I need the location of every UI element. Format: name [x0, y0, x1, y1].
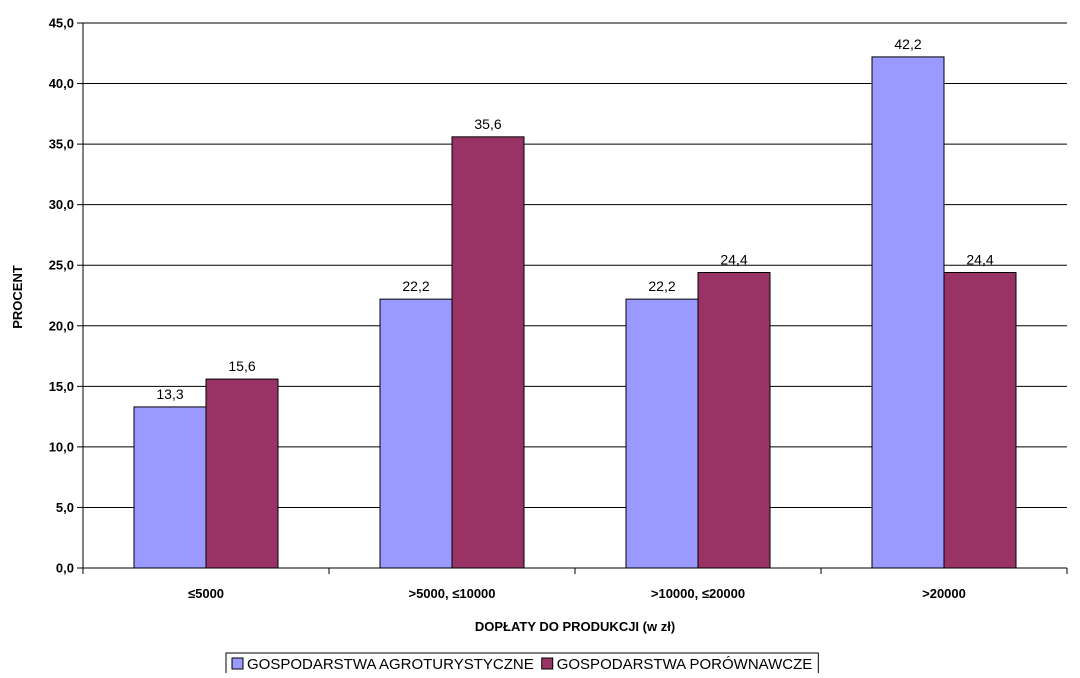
- y-tick-label: 20,0: [49, 318, 74, 333]
- y-tick-label: 10,0: [49, 439, 74, 454]
- bar: [205, 378, 279, 569]
- y-tick-label: 30,0: [49, 197, 74, 212]
- y-tick-label: 35,0: [49, 137, 74, 152]
- x-axis-title: DOPŁATY DO PRODUKCJI (w zł): [475, 619, 675, 634]
- y-tick-label: 25,0: [49, 258, 74, 273]
- x-category-label: >20000: [922, 586, 966, 601]
- bar: [871, 56, 945, 569]
- bar: [451, 136, 525, 569]
- axes: 0,0 5,0 10,0 15,0 20,0 25,0 30,0 35,0 40,0 45,0 ≤5…: [49, 16, 1068, 601]
- x-category-label: >10000, ≤20000: [651, 586, 745, 601]
- bar: [133, 406, 207, 569]
- legend-label: GOSPODARSTWA AGROTURYSTYCZNE: [247, 656, 534, 673]
- bars: [133, 56, 1017, 569]
- legend-swatch: [231, 657, 244, 670]
- y-tick-label: 5,0: [56, 500, 74, 515]
- data-label: 24,4: [966, 251, 993, 267]
- bar: [697, 271, 771, 569]
- bar: [625, 298, 699, 569]
- data-label: 22,2: [648, 278, 675, 294]
- y-tick-label: 15,0: [49, 379, 74, 394]
- data-label: 22,2: [402, 278, 429, 294]
- legend-swatch: [541, 657, 554, 670]
- data-label: 13,3: [156, 386, 183, 402]
- x-category-label: >5000, ≤10000: [408, 586, 495, 601]
- y-tick-label: 40,0: [49, 76, 74, 91]
- data-label: 42,2: [894, 36, 921, 52]
- bar: [943, 271, 1017, 569]
- y-axis-title: PROCENT: [10, 265, 25, 329]
- data-label: 15,6: [228, 358, 255, 374]
- legend: GOSPODARSTWA AGROTURYSTYCZNE GOSPODARSTWA…: [225, 652, 819, 676]
- legend-label: GOSPODARSTWA PORÓWNAWCZE: [557, 656, 813, 673]
- data-label: 35,6: [474, 116, 501, 132]
- x-category-label: ≤5000: [188, 586, 224, 601]
- data-labels: 13,3 15,6 22,2 35,6 22,2 24,4 42,2 24,4: [156, 36, 993, 402]
- y-tick-label: 45,0: [49, 16, 74, 31]
- y-tick-label: 0,0: [56, 561, 74, 576]
- bar: [379, 298, 453, 569]
- data-label: 24,4: [720, 251, 747, 267]
